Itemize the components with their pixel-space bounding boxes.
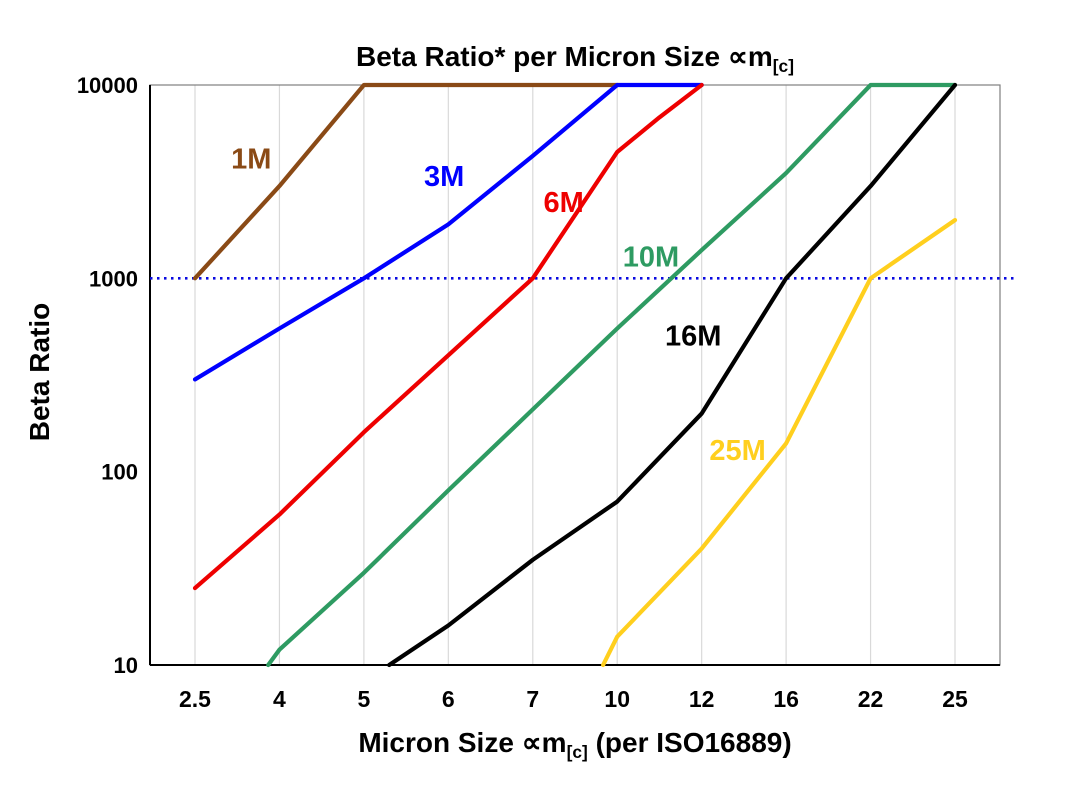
series-line-10m: [266, 82, 958, 668]
series-label-3m: 3M: [424, 161, 464, 193]
series-label-16m: 16M: [665, 320, 721, 352]
series-line-1m: [192, 82, 620, 281]
series-label-1m: 1M: [231, 144, 271, 176]
series-line-6m: [192, 82, 704, 591]
series-line-16m: [387, 82, 958, 668]
x-axis-title-suffix: (per ISO16889): [587, 727, 792, 758]
series-line-3m: [192, 82, 704, 382]
x-axis-title-subscript: [c]: [566, 742, 588, 763]
x-tick-label-5: 5: [357, 686, 370, 712]
y-tick-label-1000: 1000: [89, 266, 138, 291]
x-axis-title-main: Micron Size ∝m: [358, 727, 567, 758]
x-tick-label-6: 6: [442, 686, 455, 712]
y-axis-title: Beta Ratio: [24, 302, 55, 442]
x-tick-label-22: 22: [858, 686, 884, 712]
x-axis-title: Micron Size ∝m[c] (per ISO16889): [150, 726, 1000, 763]
x-tick-label-7: 7: [526, 686, 539, 712]
x-tick-label-10: 10: [604, 686, 630, 712]
chart-title: Beta Ratio* per Micron Size ∝m[c]: [150, 40, 1000, 77]
x-tick-label-4: 4: [273, 686, 286, 712]
series-label-25m: 25M: [709, 435, 765, 467]
plot-area: [150, 85, 1000, 665]
x-tick-label-16: 16: [773, 686, 799, 712]
y-tick-label-10: 10: [114, 653, 138, 678]
y-tick-label-10000: 10000: [77, 73, 138, 98]
series-label-6m: 6M: [544, 187, 584, 219]
x-tick-label-25: 25: [942, 686, 968, 712]
y-tick-label-100: 100: [101, 460, 138, 485]
series-label-10m: 10M: [623, 242, 679, 274]
x-tick-label-2.5: 2.5: [179, 686, 211, 712]
series-line-25m: [600, 218, 958, 668]
chart-title-subscript: [c]: [772, 56, 794, 77]
x-tick-label-12: 12: [689, 686, 715, 712]
chart-title-main: Beta Ratio* per Micron Size ∝m: [356, 41, 773, 72]
